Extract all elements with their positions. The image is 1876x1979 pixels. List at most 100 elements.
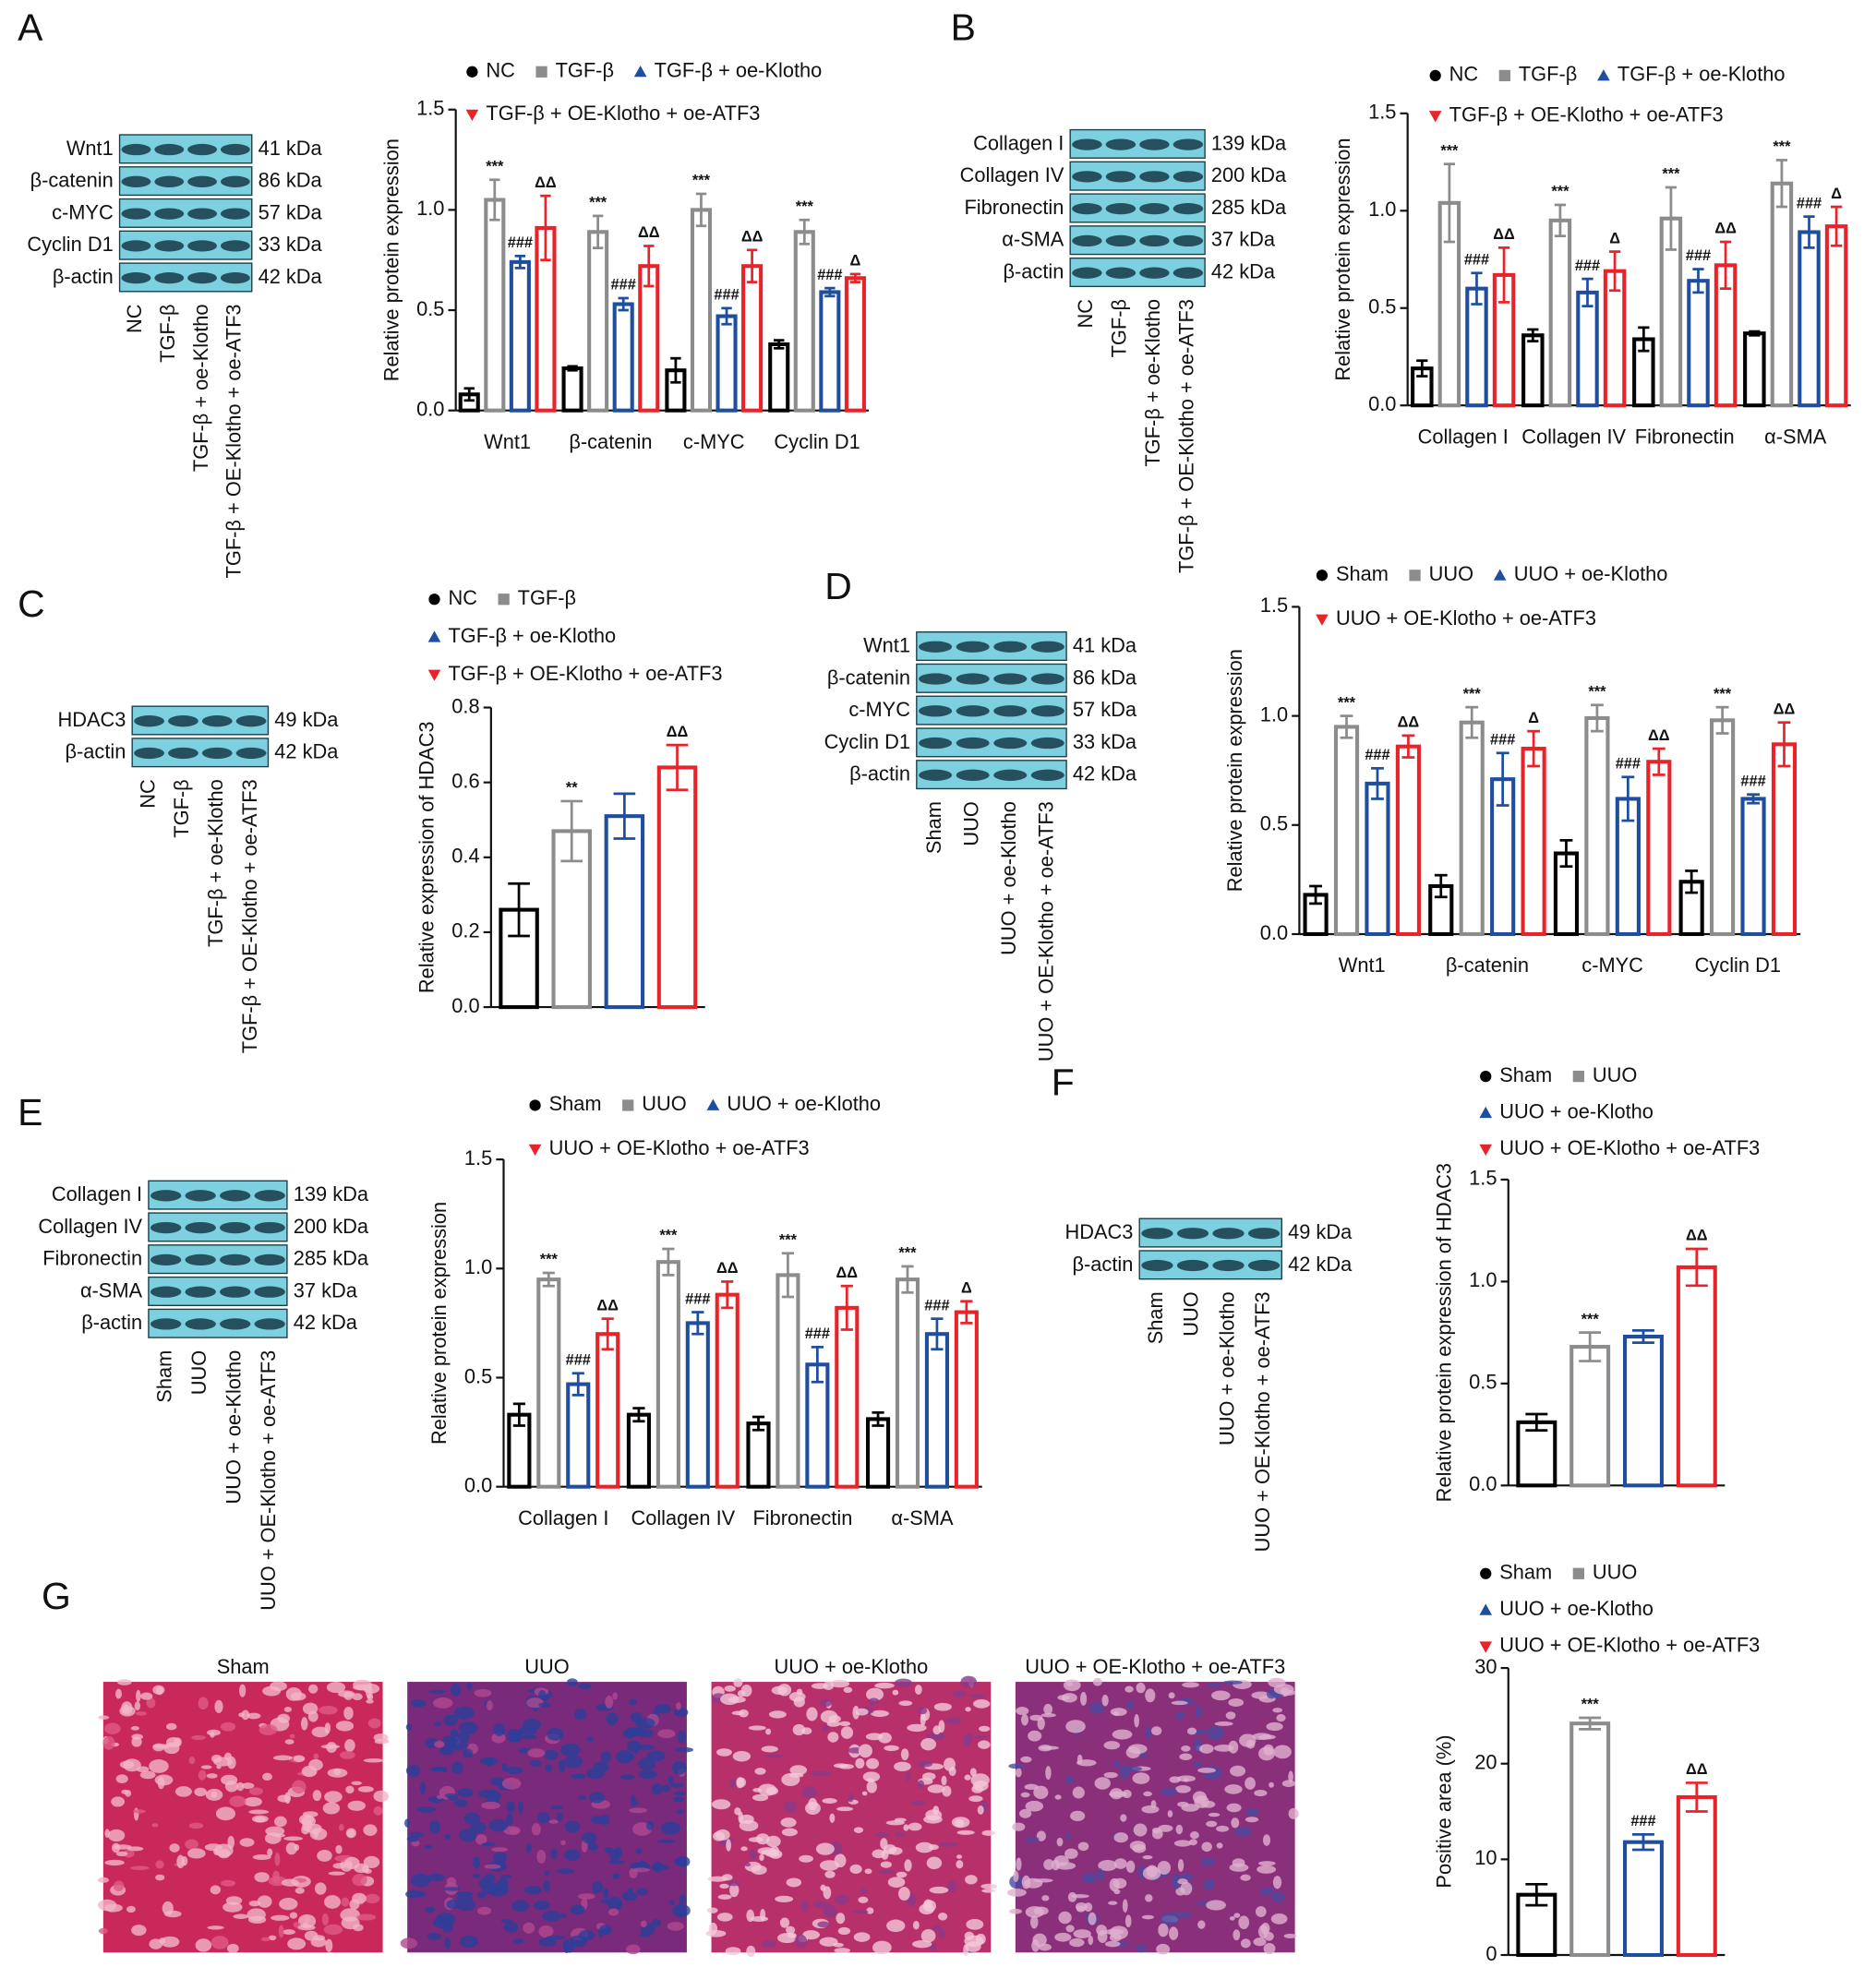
- band-name: β-catenin: [827, 666, 910, 689]
- tissue-lumen: [964, 1733, 974, 1744]
- tissue-lumen: [1132, 1843, 1147, 1853]
- tissue-lumen: [205, 1788, 223, 1801]
- tissue-lumen: [1225, 1711, 1236, 1720]
- tissue-lumen: [1110, 1708, 1127, 1716]
- error-bar: [1527, 328, 1539, 342]
- error-bar: [1434, 873, 1448, 899]
- tissue-lumen: [965, 1941, 981, 1952]
- lane-label: UUO + OE-Klotho + oe-ATF3: [1251, 1291, 1274, 1552]
- tissue-lumen: [506, 1801, 515, 1813]
- tissue-lumen: [646, 1750, 666, 1762]
- tissue-lumen: [457, 1788, 474, 1798]
- tissue-lumen: [898, 1700, 913, 1707]
- blot-band: [1139, 171, 1170, 183]
- error-bar: [613, 792, 636, 840]
- tissue-lumen: [544, 1870, 550, 1877]
- legend-label: UUO: [642, 1092, 686, 1115]
- tissue-lumen: [478, 1877, 488, 1889]
- blot-band: [235, 747, 267, 760]
- tissue-lumen: [1025, 1800, 1044, 1812]
- blot-band: [993, 673, 1028, 685]
- tissue-lumen: [131, 1736, 142, 1747]
- blot-band: [185, 1286, 216, 1298]
- band-name: Cyclin D1: [27, 233, 113, 256]
- tissue-lumen: [155, 1860, 164, 1869]
- tissue-lumen: [746, 1945, 756, 1958]
- tissue-lumen: [874, 1831, 891, 1838]
- tissue-lumen: [1076, 1754, 1083, 1765]
- tissue-lumen: [1124, 1914, 1132, 1928]
- tissue-lumen: [210, 1732, 215, 1738]
- blot-band: [220, 208, 250, 220]
- tissue-lumen: [548, 1819, 559, 1824]
- legend-marker: [1572, 1070, 1584, 1083]
- tissue-lumen: [1203, 1878, 1215, 1891]
- tissue-lumen: [501, 1777, 522, 1790]
- tissue-lumen: [1088, 1912, 1097, 1925]
- tissue-lumen: [1082, 1873, 1092, 1883]
- tissue-lumen: [531, 1823, 541, 1836]
- tissue-lumen: [587, 1842, 598, 1852]
- blot-band: [187, 271, 217, 284]
- tissue-lumen: [564, 1849, 581, 1862]
- tissue-lumen: [1201, 1841, 1212, 1853]
- tissue-lumen: [251, 1815, 269, 1823]
- bar: [865, 1417, 891, 1489]
- blot-band: [201, 747, 233, 760]
- legend-label: NC: [448, 586, 477, 609]
- tissue-lumen: [1065, 1832, 1072, 1840]
- significance: ***: [1662, 166, 1680, 183]
- blot-band: [220, 1190, 251, 1202]
- tissue-lumen: [427, 1873, 445, 1882]
- blot-band: [1172, 267, 1204, 279]
- panel-letter: B: [951, 6, 976, 49]
- tissue-lumen: [259, 1723, 278, 1736]
- tissue-lumen: [736, 1777, 747, 1788]
- tissue-lumen: [1208, 1812, 1221, 1817]
- bar: [656, 765, 698, 1010]
- tissue-lumen: [444, 1833, 451, 1841]
- tissue-lumen: [748, 1837, 764, 1842]
- tissue-lumen: [119, 1760, 135, 1769]
- tissue-lumen: [221, 1879, 236, 1887]
- bar: [746, 1421, 771, 1489]
- tissue-lumen: [677, 1730, 687, 1744]
- tissue-lumen: [1079, 1691, 1088, 1706]
- tissue-lumen: [836, 1913, 846, 1925]
- tissue-lumen: [634, 1717, 655, 1729]
- tissue-lumen: [1233, 1827, 1253, 1837]
- tissue-lumen: [661, 1784, 670, 1793]
- tissue-lumen: [914, 1685, 922, 1696]
- tissue-lumen: [1258, 1734, 1276, 1740]
- bar: [1798, 230, 1821, 408]
- tissue-lumen: [880, 1838, 888, 1850]
- tissue-lumen: [500, 1919, 513, 1924]
- tissue-lumen: [761, 1745, 778, 1753]
- error-bar: [643, 245, 655, 288]
- blot-band: [993, 705, 1028, 717]
- tissue-lumen: [1207, 1726, 1224, 1740]
- tissue-lumen: [543, 1749, 559, 1760]
- significance: Δ: [1831, 186, 1842, 202]
- tissue-lumen: [241, 1782, 255, 1789]
- blot-band: [1105, 138, 1136, 150]
- tissue-lumen: [711, 1799, 731, 1810]
- tissue-lumen: [363, 1824, 378, 1836]
- significance: ***: [898, 1245, 917, 1262]
- tissue-lumen: [870, 1709, 889, 1718]
- tissue-lumen: [779, 1917, 790, 1928]
- tissue-lumen: [979, 1725, 991, 1733]
- tissue-lumen: [1057, 1695, 1070, 1701]
- tissue-lumen: [657, 1729, 676, 1739]
- tissue-lumen: [262, 1685, 282, 1697]
- tissue-lumen: [297, 1925, 316, 1931]
- tissue-lumen: [162, 1901, 174, 1915]
- tissue-lumen: [248, 1900, 261, 1907]
- tissue-lumen: [283, 1836, 304, 1841]
- tissue-lumen: [204, 1843, 222, 1852]
- tissue-lumen: [267, 1848, 273, 1857]
- tissue-lumen: [454, 1706, 475, 1721]
- error-bar: [1496, 751, 1509, 807]
- blot-band: [187, 208, 217, 220]
- blot-band: [1030, 769, 1064, 781]
